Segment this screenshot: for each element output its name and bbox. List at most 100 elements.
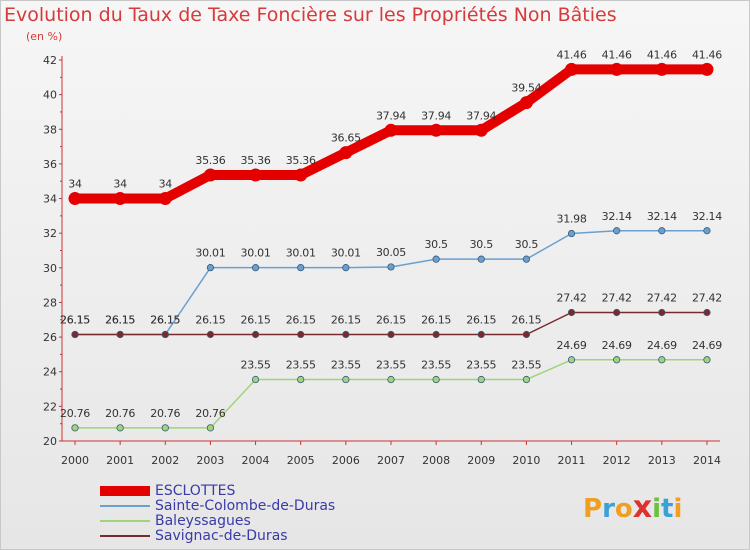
data-point — [565, 62, 579, 76]
data-label: 26.15 — [286, 313, 316, 326]
data-point — [161, 424, 169, 432]
data-label: 34 — [68, 178, 82, 191]
data-label: 37.94 — [421, 109, 451, 122]
proxiti-logo: Proxiti — [583, 490, 683, 525]
data-label: 27.42 — [602, 291, 632, 304]
data-label: 26.15 — [511, 313, 541, 326]
legend-label: ESCLOTTES — [155, 483, 236, 499]
data-point — [297, 264, 305, 272]
data-point — [477, 330, 485, 339]
data-label: 23.55 — [286, 359, 316, 372]
data-point — [249, 168, 263, 182]
data-label: 24.69 — [602, 339, 632, 352]
data-point — [703, 227, 711, 235]
data-point — [342, 375, 350, 384]
data-point — [297, 375, 305, 384]
y-tick-label: 22 — [43, 400, 57, 413]
data-point — [203, 168, 217, 182]
data-point — [206, 424, 215, 432]
data-label: 26.15 — [105, 313, 135, 326]
data-label: 30.5 — [515, 238, 539, 251]
legend-swatch — [100, 486, 150, 496]
data-label: 24.69 — [647, 339, 677, 352]
x-tick-label: 2000 — [61, 454, 89, 467]
data-point — [206, 264, 215, 272]
data-label: 23.55 — [241, 359, 271, 372]
data-label: 27.42 — [647, 291, 677, 304]
data-point — [655, 62, 669, 76]
data-point — [161, 330, 169, 339]
x-tick-label: 2014 — [693, 454, 721, 467]
data-point — [613, 356, 621, 364]
y-tick-label: 40 — [43, 89, 57, 102]
data-point — [522, 375, 531, 384]
data-label: 30.05 — [376, 246, 406, 259]
data-point — [522, 255, 531, 263]
y-tick-label: 20 — [43, 435, 57, 448]
data-label: 27.42 — [557, 291, 587, 304]
data-label: 39.54 — [511, 82, 541, 95]
data-point — [610, 62, 624, 76]
data-label: 20.76 — [105, 407, 135, 420]
y-tick-label: 24 — [43, 366, 57, 379]
data-point — [519, 96, 533, 110]
data-label: 26.15 — [150, 313, 180, 326]
data-label: 23.55 — [331, 359, 361, 372]
data-point — [113, 192, 127, 206]
data-label: 26.15 — [105, 313, 135, 326]
data-point — [297, 330, 305, 339]
x-tick-label: 2009 — [467, 454, 495, 467]
y-tick-label: 38 — [43, 123, 57, 136]
x-tick-label: 2010 — [512, 454, 540, 467]
y-tick-label: 32 — [43, 227, 57, 240]
y-tick-label: 36 — [43, 158, 57, 171]
x-tick-label: 2001 — [106, 454, 134, 467]
data-point — [477, 255, 485, 263]
data-label: 35.36 — [241, 154, 271, 167]
chart-unit-label: (en %) — [26, 30, 63, 43]
x-tick-label: 2008 — [422, 454, 450, 467]
data-point — [384, 123, 398, 137]
data-label: 34 — [113, 178, 127, 191]
data-label: 30.5 — [470, 238, 494, 251]
data-label: 27.42 — [692, 291, 722, 304]
data-point — [342, 264, 350, 272]
x-tick-label: 2002 — [151, 454, 179, 467]
legend-swatch — [100, 505, 150, 507]
data-point — [703, 356, 711, 364]
x-tick-label: 2005 — [287, 454, 315, 467]
data-point — [251, 330, 260, 339]
data-label: 32.14 — [602, 210, 632, 223]
data-label: 32.14 — [647, 210, 677, 223]
y-tick-label: 42 — [43, 54, 57, 67]
data-label: 36.65 — [331, 132, 361, 145]
data-point — [613, 308, 621, 317]
x-tick-label: 2007 — [377, 454, 405, 467]
data-point — [342, 330, 350, 339]
data-label: 24.69 — [557, 339, 587, 352]
data-label: 26.15 — [466, 313, 496, 326]
y-tick-label: 30 — [43, 262, 57, 275]
data-point — [294, 168, 308, 182]
y-tick-label: 28 — [43, 296, 57, 309]
legend-swatch — [100, 535, 150, 537]
data-point — [474, 123, 488, 137]
data-label: 35.36 — [286, 154, 316, 167]
data-point — [206, 330, 215, 339]
data-label: 26.15 — [421, 313, 451, 326]
data-label: 30.01 — [241, 247, 271, 260]
x-tick-label: 2013 — [648, 454, 676, 467]
data-point — [116, 330, 124, 339]
data-point — [432, 255, 440, 263]
data-label: 24.69 — [692, 339, 722, 352]
data-point — [339, 146, 353, 160]
data-label: 26.15 — [60, 313, 90, 326]
chart-title: Evolution du Taux de Taxe Foncière sur l… — [4, 4, 617, 26]
data-label: 41.46 — [602, 48, 632, 61]
data-point — [116, 424, 124, 432]
legend-label: Savignac-de-Duras — [155, 528, 288, 544]
data-point — [567, 308, 576, 317]
data-point — [658, 227, 666, 235]
data-label: 37.94 — [376, 109, 406, 122]
x-tick-label: 2004 — [242, 454, 270, 467]
